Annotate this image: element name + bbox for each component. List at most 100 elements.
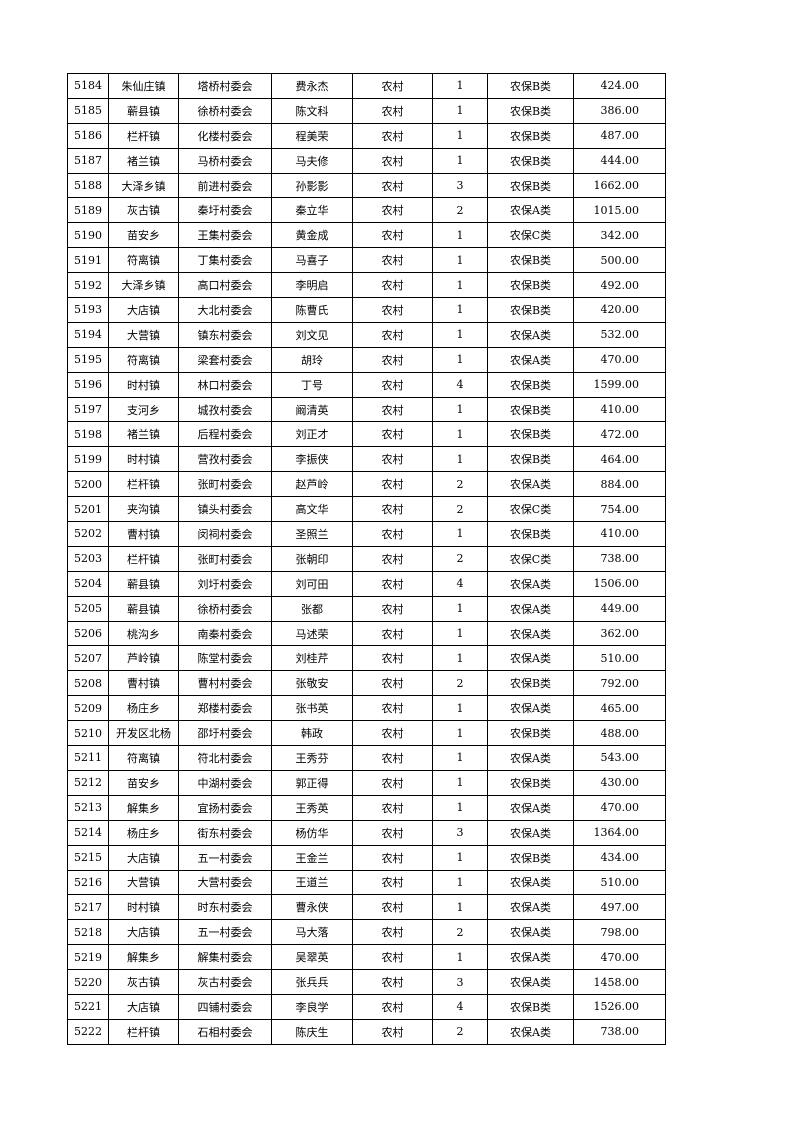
amount: 497.00 <box>573 894 666 921</box>
row-number: 5205 <box>67 595 109 622</box>
town: 杨庄乡 <box>108 695 179 722</box>
town: 栏杆镇 <box>108 545 179 572</box>
person-name: 韩政 <box>271 720 353 747</box>
household-count: 2 <box>432 545 488 572</box>
town: 大店镇 <box>108 844 179 871</box>
row-number: 5203 <box>67 545 109 572</box>
town: 解集乡 <box>108 794 179 821</box>
area-type: 农村 <box>352 371 433 398</box>
area-type: 农村 <box>352 396 433 423</box>
village: 四铺村委会 <box>178 993 272 1020</box>
person-name: 马大落 <box>271 919 353 946</box>
table-row: 5209 杨庄乡 郑楼村委会 张书英 农村 1 农保A类 465.00 <box>67 695 666 722</box>
amount: 434.00 <box>573 844 666 871</box>
row-number: 5216 <box>67 869 109 896</box>
row-number: 5185 <box>67 97 109 124</box>
table-row: 5213 解集乡 宜扬村委会 王秀英 农村 1 农保A类 470.00 <box>67 794 666 821</box>
area-type: 农村 <box>352 944 433 971</box>
area-type: 农村 <box>352 496 433 523</box>
amount: 738.00 <box>573 545 666 572</box>
household-count: 4 <box>432 371 488 398</box>
insurance-type: 农保A类 <box>487 919 574 946</box>
area-type: 农村 <box>352 421 433 448</box>
row-number: 5191 <box>67 247 109 274</box>
insurance-type: 农保B类 <box>487 73 574 99</box>
village: 王集村委会 <box>178 222 272 249</box>
table-row: 5208 曹村镇 曹村村委会 张敬安 农村 2 农保B类 792.00 <box>67 670 666 697</box>
row-number: 5201 <box>67 496 109 523</box>
row-number: 5190 <box>67 222 109 249</box>
insurance-type: 农保B类 <box>487 521 574 547</box>
town: 芦岭镇 <box>108 645 179 672</box>
village: 郑楼村委会 <box>178 695 272 722</box>
area-type: 农村 <box>352 620 433 647</box>
amount: 1015.00 <box>573 197 666 224</box>
table-row: 5187 褚兰镇 马桥村委会 马夫修 农村 1 农保B类 444.00 <box>67 147 666 174</box>
row-number: 5213 <box>67 794 109 821</box>
area-type: 农村 <box>352 545 433 572</box>
village: 大营村委会 <box>178 869 272 896</box>
row-number: 5207 <box>67 645 109 672</box>
area-type: 农村 <box>352 695 433 722</box>
insurance-type: 农保A类 <box>487 1018 574 1045</box>
table-row: 5217 时村镇 时东村委会 曹永侠 农村 1 农保A类 497.00 <box>67 894 666 921</box>
insurance-type: 农保B类 <box>487 122 574 149</box>
insurance-type: 农保A类 <box>487 969 574 995</box>
insurance-type: 农保B类 <box>487 720 574 747</box>
amount: 410.00 <box>573 521 666 547</box>
row-number: 5188 <box>67 172 109 199</box>
household-count: 2 <box>432 197 488 224</box>
amount: 1526.00 <box>573 993 666 1020</box>
person-name: 刘桂芹 <box>271 645 353 672</box>
insurance-type: 农保A类 <box>487 944 574 971</box>
table-row: 5198 褚兰镇 后程村委会 刘正才 农村 1 农保B类 472.00 <box>67 421 666 448</box>
town: 符离镇 <box>108 745 179 771</box>
village: 中湖村委会 <box>178 769 272 796</box>
person-name: 赵芦岭 <box>271 471 353 498</box>
person-name: 郭正得 <box>271 769 353 796</box>
household-count: 4 <box>432 570 488 597</box>
village: 徐桥村委会 <box>178 97 272 124</box>
area-type: 农村 <box>352 297 433 323</box>
row-number: 5189 <box>67 197 109 224</box>
town: 蕲县镇 <box>108 97 179 124</box>
person-name: 马夫修 <box>271 147 353 174</box>
village: 五一村委会 <box>178 919 272 946</box>
household-count: 2 <box>432 670 488 697</box>
village: 高口村委会 <box>178 272 272 299</box>
insurance-type: 农保A类 <box>487 595 574 622</box>
area-type: 农村 <box>352 272 433 299</box>
area-type: 农村 <box>352 595 433 622</box>
town: 大泽乡镇 <box>108 272 179 299</box>
table-row: 5203 栏杆镇 张町村委会 张朝印 农村 2 农保C类 738.00 <box>67 545 666 572</box>
row-number: 5196 <box>67 371 109 398</box>
household-count: 1 <box>432 396 488 423</box>
village: 镇头村委会 <box>178 496 272 523</box>
row-number: 5210 <box>67 720 109 747</box>
table-row: 5206 桃沟乡 南秦村委会 马述荣 农村 1 农保A类 362.00 <box>67 620 666 647</box>
insurance-type: 农保B类 <box>487 247 574 274</box>
insurance-type: 农保A类 <box>487 471 574 498</box>
insurance-type: 农保B类 <box>487 421 574 448</box>
table-row: 5216 大营镇 大营村委会 王道兰 农村 1 农保A类 510.00 <box>67 869 666 896</box>
table-row: 5185 蕲县镇 徐桥村委会 陈文科 农村 1 农保B类 386.00 <box>67 97 666 124</box>
village: 塔桥村委会 <box>178 73 272 99</box>
town: 蕲县镇 <box>108 595 179 622</box>
amount: 792.00 <box>573 670 666 697</box>
amount: 420.00 <box>573 297 666 323</box>
amount: 1506.00 <box>573 570 666 597</box>
village: 刘圩村委会 <box>178 570 272 597</box>
area-type: 农村 <box>352 645 433 672</box>
row-number: 5218 <box>67 919 109 946</box>
amount: 470.00 <box>573 944 666 971</box>
area-type: 农村 <box>352 147 433 174</box>
insurance-type: 农保B类 <box>487 396 574 423</box>
area-type: 农村 <box>352 844 433 871</box>
amount: 1458.00 <box>573 969 666 995</box>
household-count: 1 <box>432 595 488 622</box>
amount: 430.00 <box>573 769 666 796</box>
household-count: 1 <box>432 97 488 124</box>
table-row: 5190 苗安乡 王集村委会 黄金成 农村 1 农保C类 342.00 <box>67 222 666 249</box>
person-name: 李明启 <box>271 272 353 299</box>
